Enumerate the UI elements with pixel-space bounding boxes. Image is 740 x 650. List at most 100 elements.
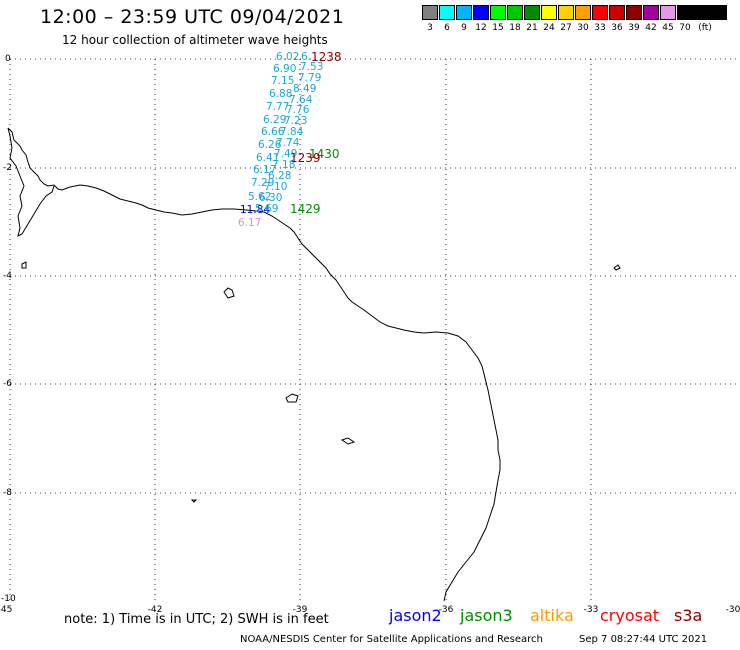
footer-note: note: 1) Time is in UTC; 2) SWH is in fe… (64, 612, 329, 627)
island-cape-west (21, 261, 27, 269)
swh-value: 7.10 (264, 181, 287, 193)
generation-timestamp: Sep 7 08:27:44 UTC 2021 (579, 634, 708, 645)
satellite-label-altika: altika (530, 606, 574, 625)
pass-time: 1238 (311, 50, 342, 64)
map-subtitle: 12 hour collection of altimeter wave hei… (62, 33, 328, 47)
legend-swatch-18 (507, 5, 523, 20)
swh-value: 6.29 (263, 114, 286, 126)
x-tick-label: -36 (439, 605, 454, 615)
satellite-label-s3a: s3a (674, 606, 703, 625)
swh-value: 6.02 (276, 51, 299, 63)
legend-swatch-15 (490, 5, 506, 20)
x-tick-label: -30 (726, 605, 740, 615)
legend-label: 27 (560, 23, 572, 33)
island-fernando-de-noronha (223, 287, 235, 299)
swh-value: 7.49 (274, 148, 297, 160)
island-rocas (285, 393, 299, 403)
pass-time: 1239 (290, 151, 321, 165)
swh-value: 7.64 (289, 94, 313, 106)
swh-value: 6.26 (258, 139, 282, 151)
map-title: 12:00 – 23:59 UTC 09/04/2021 (40, 6, 345, 28)
legend-unit-label: (ft) (698, 23, 712, 33)
legend-swatch-42 (643, 5, 659, 20)
x-tick-label: -33 (584, 605, 599, 615)
legend-label: 6 (444, 23, 450, 33)
legend-label: 33 (594, 23, 606, 33)
legend-label: 30 (577, 23, 589, 33)
coastline-northeast-cape (7, 127, 55, 237)
swh-value: 7.77 (266, 101, 289, 113)
legend-label: 3 (427, 23, 433, 33)
legend-swatch-12 (473, 5, 489, 20)
island-tiny (190, 499, 198, 503)
legend-label: 21 (526, 23, 538, 33)
pass-time: 1430 (309, 147, 340, 161)
legend-label: 45 (662, 23, 674, 33)
legend-swatch-33 (592, 5, 608, 20)
legend-label: 24 (543, 23, 555, 33)
legend-swatch-39 (626, 5, 642, 20)
legend-swatch-3 (422, 5, 438, 20)
legend-swatch-24 (541, 5, 557, 20)
swh-value: 8.49 (293, 83, 316, 95)
legend-swatch-21 (524, 5, 540, 20)
x-tick-label: -42 (148, 605, 163, 615)
credit-line: NOAA/NESDIS Center for Satellite Applica… (240, 634, 543, 645)
legend-swatch-9 (456, 5, 472, 20)
swh-value: 6.17 (253, 164, 276, 176)
swh-value: 6.28 (268, 170, 291, 182)
swh-value: 6.88 (269, 88, 292, 100)
legend-swatch-27 (558, 5, 574, 20)
swh-value: 5.69 (255, 203, 278, 215)
y-tick-label: -6 (3, 379, 12, 389)
legend-label: 18 (509, 23, 521, 33)
legend-swatch-6 (439, 5, 455, 20)
satellite-label-cryosat: cryosat (600, 606, 660, 625)
swh-value: 7.79 (298, 72, 321, 84)
swh-value: 7.18 (272, 159, 295, 171)
legend-swatch-30 (575, 5, 591, 20)
x-tick-label: -45 (0, 605, 12, 615)
legend-swatch-36 (609, 5, 625, 20)
swh-value: 5.62 (248, 191, 271, 203)
swh-value: 6.90 (273, 63, 296, 75)
legend-label: 9 (461, 23, 467, 33)
island-trindade (340, 437, 356, 445)
swh-value: 7.53 (300, 61, 323, 73)
legend-swatch-70 (677, 5, 727, 20)
swh-value: 7.29 (251, 177, 274, 189)
swh-value: 7.23 (284, 115, 307, 127)
y-tick-label: -8 (3, 488, 12, 498)
swh-value: 6.66 (261, 126, 285, 138)
map-gridlines (9, 58, 736, 601)
swh-value: 7.84 (280, 126, 304, 138)
legend-label: 36 (611, 23, 623, 33)
legend-label: 42 (645, 23, 657, 33)
swh-labels: 6.02 6. 6.90 7.53 7.79 7.15 8.49 6.88 7.… (238, 51, 323, 229)
satellite-label-jason3: jason3 (460, 606, 513, 625)
swh-value: 7.15 (271, 75, 294, 87)
swh-value: 11.84 (240, 204, 270, 216)
pass-time-labels: 1238 1430 1239 1429 (290, 50, 342, 216)
legend-label: 70 (679, 23, 691, 33)
swh-value: 6. (301, 51, 311, 63)
legend-label: 39 (628, 23, 640, 33)
y-tick-label: -4 (3, 271, 12, 281)
legend-label: 15 (492, 23, 504, 33)
satellite-label-jason2: jason2 (389, 606, 442, 625)
swh-value: 6.17 (238, 217, 261, 229)
swh-value: 6.30 (259, 192, 282, 204)
legend-label: 12 (475, 23, 487, 33)
y-tick-label: -10 (1, 594, 16, 604)
island-small-east (613, 264, 621, 271)
swh-value: 7.76 (286, 104, 310, 116)
swh-value: 7.74 (276, 137, 300, 149)
swh-value: 6.41 (256, 152, 279, 164)
coastline (7, 127, 501, 602)
pass-time: 1429 (290, 202, 321, 216)
y-tick-label: 0 (5, 54, 11, 64)
x-tick-label: -39 (293, 605, 308, 615)
y-tick-label: -2 (3, 163, 12, 173)
legend-swatch-45 (660, 5, 676, 20)
